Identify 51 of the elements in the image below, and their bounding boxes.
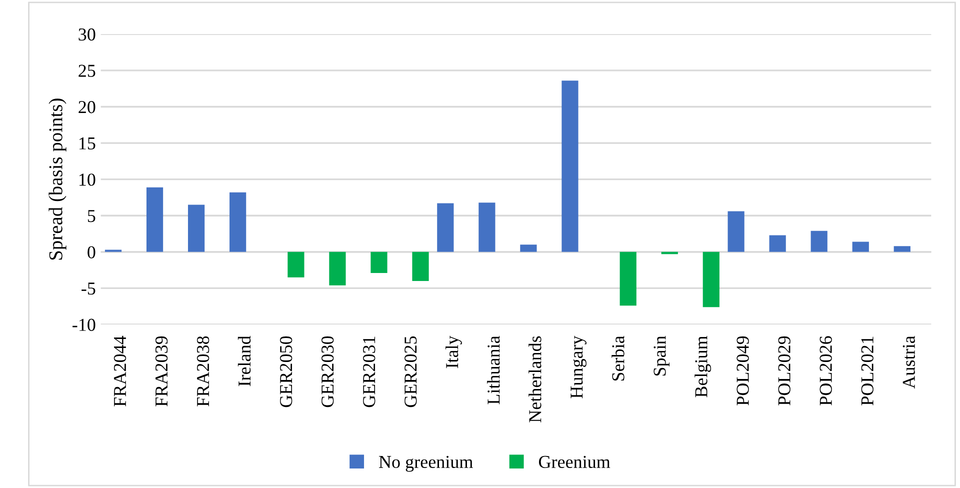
bar: [661, 252, 678, 254]
x-tick-label: Netherlands: [528, 336, 542, 422]
y-tick-label: -10: [72, 318, 96, 331]
bar: [370, 252, 388, 273]
x-tick-label: POL2026: [820, 336, 832, 406]
y-tick-label: 25: [78, 64, 96, 77]
y-tick-label: 20: [78, 101, 96, 114]
x-tick-label: Serbia: [612, 336, 624, 381]
x-tick-label: GER2031: [363, 336, 376, 408]
y-tick-label: -5: [82, 282, 96, 295]
x-tick-label: GER2030: [321, 336, 334, 408]
x-tick-label: GER2050: [280, 336, 292, 408]
bar: [810, 230, 828, 252]
legend-label: Greenium: [538, 456, 610, 468]
bar: [188, 204, 205, 252]
x-tick-label: Belgium: [694, 336, 712, 398]
bar: [894, 246, 910, 252]
y-tick-label: 15: [79, 137, 96, 150]
x-tick-label: POL2049: [736, 336, 749, 406]
y-tick-label: 0: [88, 246, 96, 258]
bar: [288, 252, 304, 278]
x-tick-label: Lithuania: [487, 336, 500, 404]
x-tick-label: GER2025: [404, 336, 417, 408]
bar: [520, 244, 537, 252]
y-tick-label: 5: [88, 210, 96, 222]
x-tick-label: Italy: [446, 336, 462, 368]
bar: [230, 192, 246, 252]
bar: [437, 203, 454, 252]
bar: [146, 187, 164, 252]
x-tick-label: POL2021: [861, 336, 874, 406]
x-tick-label: Austria: [902, 336, 915, 389]
bar: [769, 235, 786, 252]
x-tick-label: FRA2038: [196, 336, 210, 406]
x-tick-label: POL2029: [778, 336, 790, 406]
bar: [329, 252, 346, 286]
bar: [852, 242, 869, 252]
x-tick-label: FRA2039: [155, 336, 168, 406]
y-tick-label: 10: [79, 174, 96, 186]
y-tick-label: 30: [78, 28, 96, 41]
x-tick-label: Ireland: [238, 336, 251, 386]
x-tick-label: Hungary: [570, 336, 586, 398]
y-axis-title: Spread (basis points): [48, 98, 66, 260]
bar: [728, 211, 744, 252]
x-tick-label: FRA2044: [114, 336, 126, 406]
bar: [562, 80, 578, 252]
bar: [478, 202, 496, 252]
bar: [702, 252, 720, 308]
x-tick-label: Spain: [654, 336, 670, 376]
bar: [620, 252, 636, 306]
bar: [412, 252, 429, 281]
legend-label: No greenium: [378, 456, 473, 472]
